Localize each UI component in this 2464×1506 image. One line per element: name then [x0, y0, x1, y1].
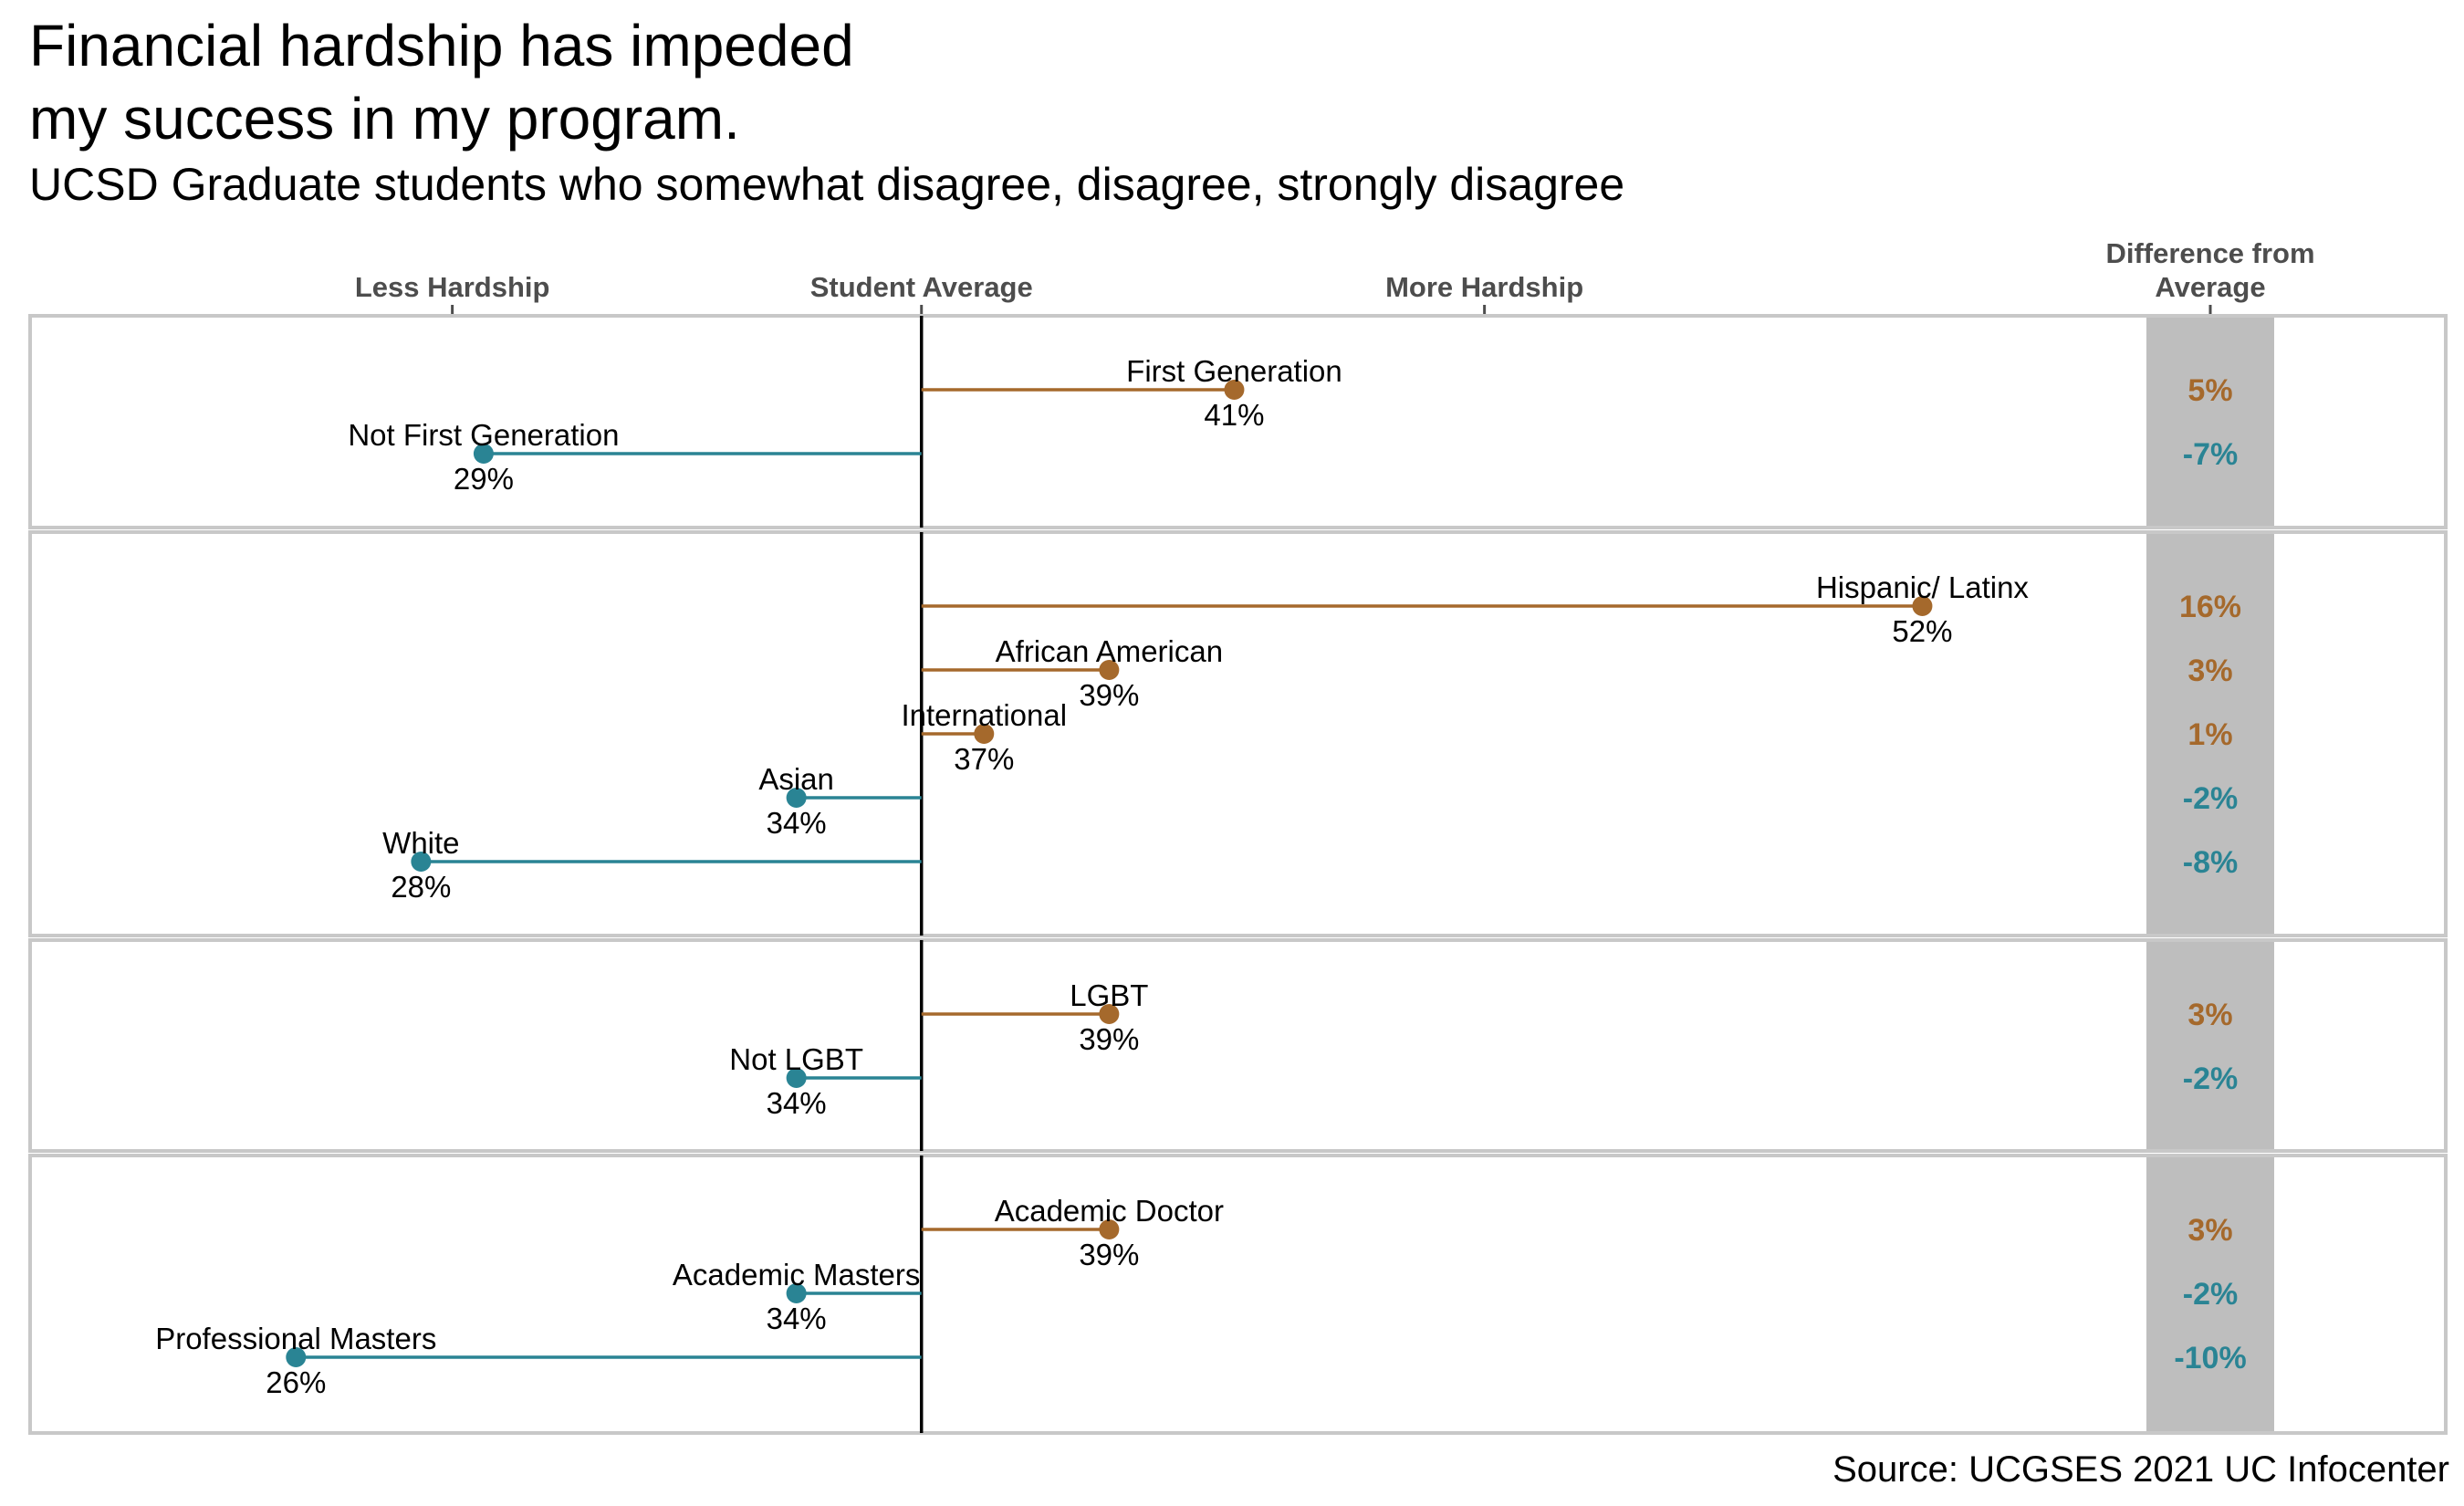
point-not-first-generation: [473, 444, 494, 464]
value-label-lgbt: 39%: [1079, 1022, 1139, 1056]
chart-subtitle: UCSD Graduate students who somewhat disa…: [29, 159, 1625, 210]
difference-label-first-generation: 5%: [2187, 373, 2232, 408]
point-white: [411, 852, 432, 872]
difference-band: [2146, 534, 2274, 934]
difference-label-professional-masters: -10%: [2174, 1341, 2246, 1375]
difference-label-not-lgbt: -2%: [2183, 1062, 2238, 1096]
category-label-professional-masters: Professional Masters: [155, 1322, 436, 1355]
category-label-not-lgbt: Not LGBT: [729, 1042, 863, 1076]
chart-title: Financial hardship has impeded my succes…: [29, 13, 854, 152]
point-hispanic-latinx: [1912, 596, 1933, 616]
category-label-asian: Asian: [758, 762, 834, 796]
category-label-not-first-generation: Not First Generation: [348, 418, 619, 452]
category-label-african-american: African American: [996, 634, 1223, 668]
difference-label-hispanic-latinx: 16%: [2179, 590, 2241, 624]
data-marks: [286, 316, 1933, 1433]
category-label-hispanic-latinx: Hispanic/ Latinx: [1816, 570, 2029, 604]
top-axis: Less Hardship Student Average More Hardshi…: [355, 237, 2315, 316]
axis-label-student-average: Student Average: [810, 271, 1033, 303]
difference-band: [2146, 1157, 2274, 1431]
difference-band: [2146, 942, 2274, 1149]
category-label-lgbt: LGBT: [1070, 978, 1148, 1012]
point-not-lgbt: [786, 1068, 807, 1088]
difference-label-academic-doctor: 3%: [2187, 1213, 2232, 1248]
difference-label-white: -8%: [2183, 845, 2238, 880]
axis-label-less-hardship: Less Hardship: [355, 271, 550, 303]
value-label-african-american: 39%: [1079, 678, 1139, 712]
axis-label-more-hardship: More Hardship: [1385, 271, 1583, 303]
value-label-first-generation: 41%: [1204, 398, 1264, 432]
point-african-american: [1099, 660, 1120, 680]
panel-3: [28, 938, 2448, 1153]
point-professional-masters: [286, 1347, 307, 1367]
value-label-academic-masters: 34%: [767, 1302, 827, 1335]
value-label-international: 37%: [954, 742, 1014, 776]
data-labels: First Generation 41% 5% Not First Generatio…: [155, 354, 2246, 1399]
point-asian: [786, 788, 807, 808]
panel-2: [28, 530, 2448, 937]
difference-label-asian: -2%: [2183, 781, 2238, 816]
panel-4: [28, 1154, 2448, 1435]
difference-band: [2146, 318, 2274, 526]
panels: [28, 314, 2448, 1435]
point-academic-masters: [786, 1283, 807, 1303]
value-label-professional-masters: 26%: [266, 1365, 326, 1399]
source-note: Source: UCGSES 2021 UC Infocenter: [1832, 1449, 2449, 1490]
point-academic-doctor: [1099, 1219, 1120, 1239]
category-label-first-generation: First Generation: [1126, 354, 1342, 388]
axis-label-difference: Difference from Average: [2105, 237, 2314, 303]
value-label-not-lgbt: 34%: [767, 1086, 827, 1120]
value-label-white: 28%: [391, 870, 451, 904]
category-label-academic-masters: Academic Masters: [673, 1258, 920, 1292]
value-label-academic-doctor: 39%: [1079, 1238, 1139, 1271]
category-label-academic-doctor: Academic Doctor: [995, 1194, 1224, 1228]
point-lgbt: [1099, 1004, 1120, 1024]
panel-1: [28, 314, 2448, 529]
difference-label-african-american: 3%: [2187, 654, 2232, 688]
difference-column: [2146, 318, 2274, 1431]
difference-label-not-first-generation: -7%: [2183, 437, 2238, 472]
point-international: [974, 724, 995, 744]
category-label-white: White: [382, 826, 459, 860]
value-label-asian: 34%: [767, 806, 827, 840]
difference-label-academic-masters: -2%: [2183, 1277, 2238, 1312]
value-label-not-first-generation: 29%: [454, 462, 514, 496]
category-label-international: International: [901, 698, 1067, 732]
point-first-generation: [1224, 380, 1245, 400]
difference-label-international: 1%: [2187, 717, 2232, 752]
value-label-hispanic-latinx: 52%: [1892, 614, 1952, 648]
difference-label-lgbt: 3%: [2187, 998, 2232, 1032]
